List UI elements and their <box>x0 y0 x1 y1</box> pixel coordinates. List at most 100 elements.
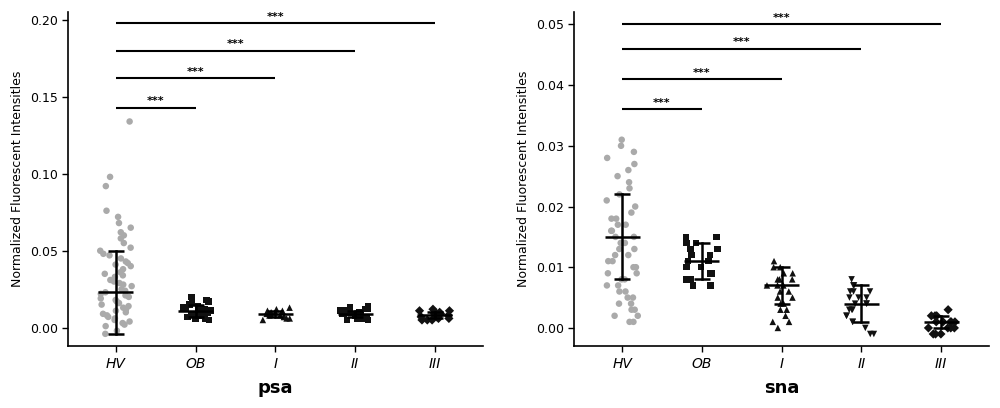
Point <box>342 304 358 311</box>
Point <box>693 264 709 271</box>
Point <box>862 331 878 337</box>
Point <box>772 306 788 313</box>
Point <box>621 185 637 192</box>
Point <box>688 239 704 246</box>
Point <box>190 303 206 309</box>
Point <box>102 277 118 283</box>
Point <box>348 312 364 319</box>
Point <box>778 313 794 319</box>
Point <box>605 258 621 264</box>
Point <box>923 313 939 319</box>
Point <box>116 322 132 328</box>
Point <box>943 325 959 331</box>
Point <box>781 288 797 295</box>
Point <box>610 282 626 289</box>
Point <box>200 309 216 315</box>
Point <box>430 315 446 322</box>
Point <box>351 309 367 315</box>
Point <box>433 310 449 317</box>
Point <box>97 271 113 277</box>
Point <box>927 313 943 319</box>
Point <box>613 239 629 246</box>
Point <box>617 239 633 246</box>
Point <box>194 306 210 313</box>
Point <box>333 308 349 314</box>
Point <box>117 288 133 294</box>
Text: ***: *** <box>227 39 244 49</box>
Point <box>625 264 641 271</box>
Point <box>109 298 125 305</box>
Point <box>97 289 113 295</box>
Point <box>839 313 855 319</box>
Point <box>943 319 959 325</box>
Point <box>124 283 140 289</box>
Point <box>846 282 862 289</box>
Point <box>357 306 373 313</box>
Point <box>617 276 633 283</box>
Point <box>276 314 292 320</box>
Point <box>337 308 353 314</box>
Point <box>272 312 288 319</box>
Point <box>611 300 627 307</box>
Point <box>424 317 440 323</box>
Point <box>599 155 615 161</box>
Text: ***: *** <box>733 37 751 47</box>
Point <box>122 118 138 125</box>
Text: ***: *** <box>653 98 671 108</box>
Point <box>183 310 199 317</box>
Point <box>113 255 129 262</box>
Point <box>622 319 638 325</box>
Point <box>179 314 195 320</box>
Point <box>785 270 801 277</box>
Text: ***: *** <box>693 68 711 78</box>
Point <box>414 317 430 323</box>
Point <box>613 142 629 149</box>
Point <box>360 317 376 323</box>
Point <box>108 297 124 303</box>
Point <box>95 251 111 257</box>
Point <box>771 276 787 283</box>
Point <box>779 306 795 313</box>
Point <box>419 317 435 323</box>
Point <box>352 314 368 320</box>
Point <box>427 312 443 319</box>
Point <box>97 330 113 337</box>
Point <box>943 319 959 325</box>
Point <box>851 294 867 301</box>
Point <box>611 288 627 295</box>
Point <box>784 294 800 301</box>
Point <box>426 310 442 317</box>
Point <box>841 294 857 301</box>
Point <box>334 310 350 317</box>
Point <box>770 282 786 289</box>
Point <box>678 234 694 240</box>
Point <box>412 308 428 314</box>
Point <box>599 197 615 204</box>
Point <box>432 309 448 315</box>
Point <box>623 300 639 307</box>
Point <box>610 222 626 228</box>
Point <box>115 304 131 311</box>
Y-axis label: Normalized Fluorescent Intensitles: Normalized Fluorescent Intensitles <box>517 71 530 287</box>
Point <box>111 220 127 226</box>
Point <box>610 173 626 180</box>
Point <box>626 149 642 155</box>
Text: ***: *** <box>267 12 284 22</box>
Point <box>100 314 116 320</box>
Point <box>940 306 956 313</box>
Point <box>282 304 298 311</box>
Point <box>109 328 125 334</box>
Point <box>629 270 645 277</box>
Point <box>263 309 279 315</box>
Point <box>441 315 457 322</box>
Point <box>776 270 792 277</box>
Point <box>111 300 127 306</box>
Point <box>611 246 627 252</box>
Point <box>766 258 782 264</box>
Point <box>608 215 624 222</box>
Point <box>683 276 699 283</box>
Point <box>118 258 134 265</box>
Point <box>115 272 131 279</box>
Point <box>92 248 108 254</box>
Point <box>765 319 781 325</box>
